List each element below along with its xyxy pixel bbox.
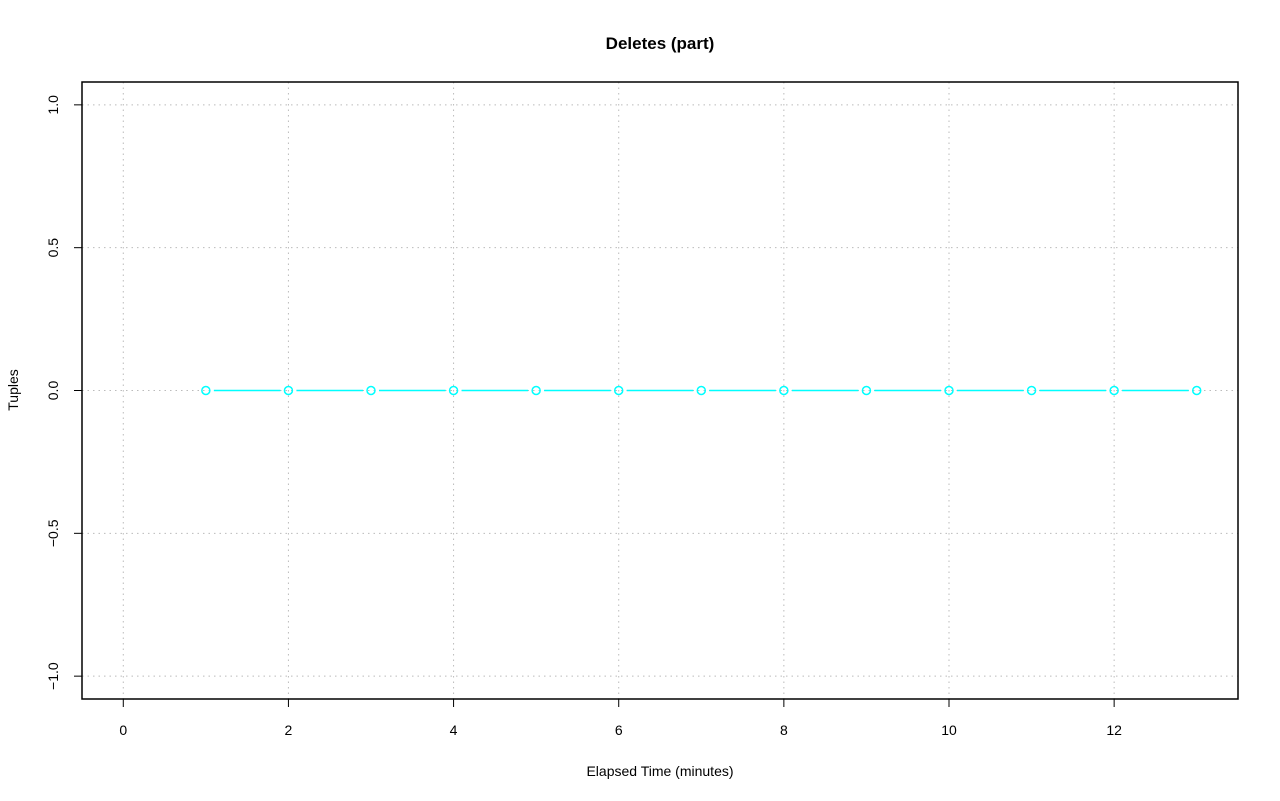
y-tick-label: −1.0 bbox=[45, 662, 61, 690]
data-point bbox=[201, 385, 211, 396]
data-point bbox=[696, 385, 707, 396]
y-tick-label: −0.5 bbox=[45, 519, 61, 547]
x-tick-label: 10 bbox=[941, 722, 957, 738]
plot-frame bbox=[81, 81, 1239, 700]
data-point bbox=[613, 385, 624, 396]
x-tick-label: 6 bbox=[615, 722, 623, 738]
data-point bbox=[944, 385, 954, 396]
data-point bbox=[1026, 385, 1037, 396]
data-point bbox=[366, 385, 376, 396]
x-tick-label: 2 bbox=[285, 722, 293, 738]
x-tick-label: 12 bbox=[1106, 722, 1122, 738]
data-point bbox=[1109, 385, 1119, 396]
x-axis: 0 2 4 6 8 10 12 bbox=[119, 698, 1122, 738]
y-tick-label: 0.0 bbox=[45, 381, 61, 401]
y-tick-label: 0.5 bbox=[45, 238, 61, 258]
data-point bbox=[861, 385, 872, 396]
chart-title: Deletes (part) bbox=[606, 34, 715, 53]
data-point bbox=[448, 385, 459, 396]
y-axis-label: Tuples bbox=[5, 369, 21, 411]
x-tick-label: 4 bbox=[450, 722, 458, 738]
data-point bbox=[283, 385, 294, 396]
x-tick-label: 0 bbox=[119, 722, 127, 738]
x-axis-label: Elapsed Time (minutes) bbox=[586, 763, 733, 779]
data-point bbox=[779, 385, 789, 396]
x-tick-label: 8 bbox=[780, 722, 788, 738]
series bbox=[201, 385, 1202, 396]
y-tick-label: 1.0 bbox=[45, 95, 61, 115]
y-axis: −1.0 −0.5 0.0 0.5 1.0 bbox=[45, 95, 82, 690]
data-point bbox=[531, 385, 541, 396]
data-point bbox=[1191, 385, 1202, 396]
